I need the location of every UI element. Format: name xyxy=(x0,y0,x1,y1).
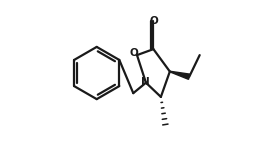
Text: O: O xyxy=(149,16,158,26)
Text: N: N xyxy=(141,77,150,87)
Text: O: O xyxy=(130,48,138,58)
Polygon shape xyxy=(170,71,190,79)
